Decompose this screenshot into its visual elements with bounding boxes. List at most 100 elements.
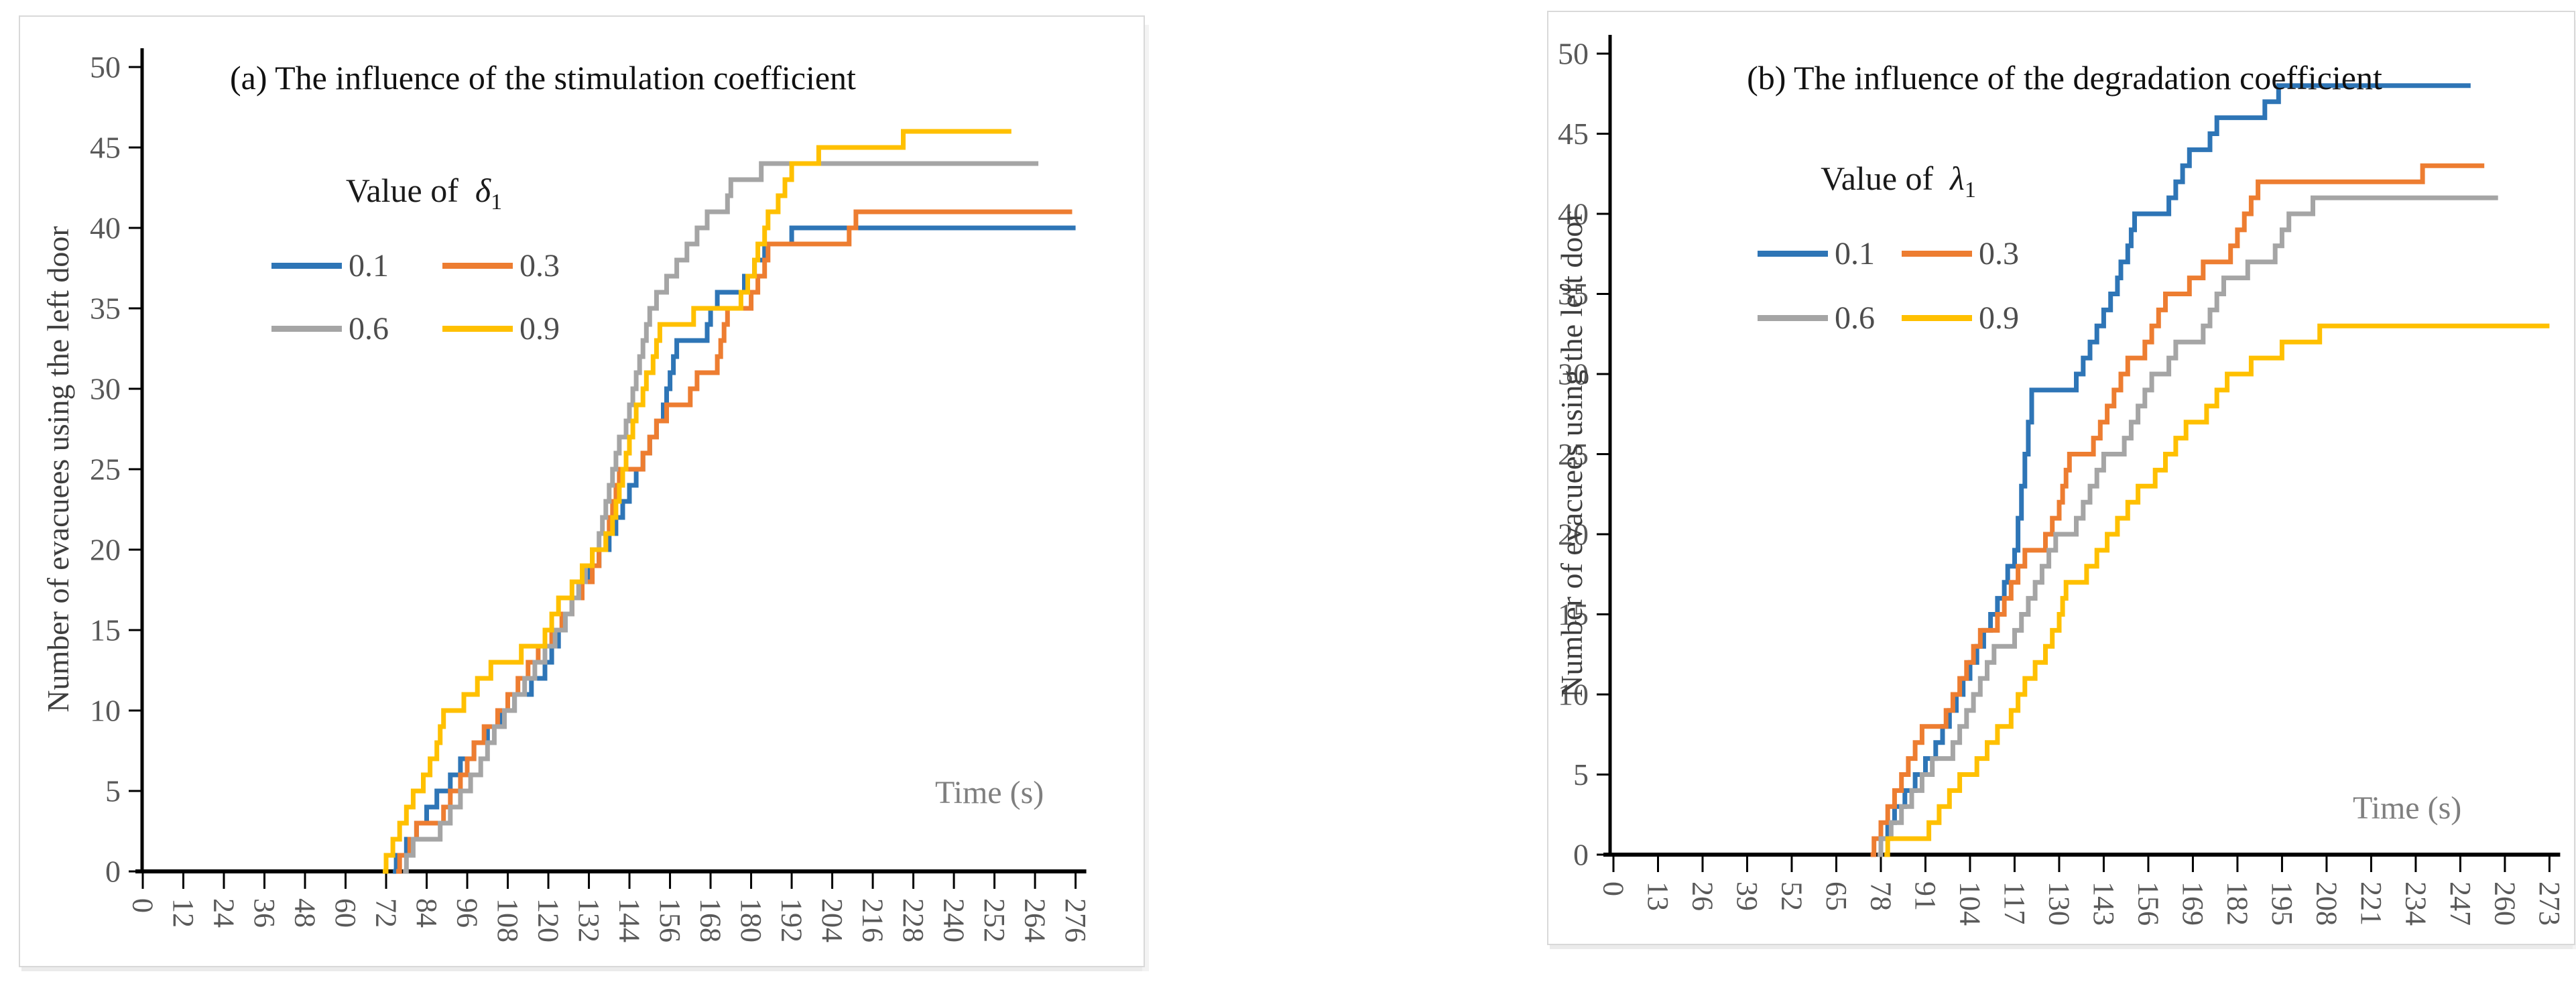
x-tick-label: 276 [1059, 898, 1092, 942]
y-tick-label: 45 [1558, 117, 1589, 151]
x-tick-label: 264 [1019, 898, 1052, 942]
x-tick-label: 234 [2399, 881, 2432, 926]
legend-label: 0.6 [349, 310, 389, 347]
legend-swatch-yellow [1902, 314, 1972, 321]
legend-item: 0.9 [1902, 300, 2039, 336]
x-tick-label: 52 [1775, 881, 1808, 911]
x-tick-label: 84 [410, 898, 443, 928]
legend-swatch-orange [442, 262, 513, 269]
x-tick-label: 204 [816, 898, 849, 942]
y-tick-label: 5 [1573, 757, 1589, 792]
y-tick-label: 35 [1558, 277, 1589, 311]
x-tick-label: 168 [694, 898, 727, 942]
legend-item: 0.6 [1758, 300, 1895, 336]
x-tick-label: 221 [2355, 881, 2388, 926]
x-tick-label: 39 [1731, 881, 1764, 911]
chart-title-a: (a) The influence of the stimulation coe… [230, 59, 856, 97]
y-tick-label: 15 [90, 613, 121, 648]
x-tick-label: 104 [1953, 881, 1986, 926]
y-tick-label: 25 [90, 452, 121, 487]
y-tick-label: 30 [1558, 357, 1589, 391]
x-axis-title-b: Time (s) [2353, 790, 2462, 826]
x-tick-label: 180 [735, 898, 768, 942]
legend-a: Value of δ1 0.1 0.3 0.6 0.9 [271, 171, 576, 347]
x-tick-label: 26 [1686, 881, 1719, 911]
legend-item: 0.3 [442, 247, 576, 284]
y-tick-label: 25 [1558, 437, 1589, 471]
legend-item: 0.6 [271, 310, 406, 347]
y-tick-label: 30 [90, 372, 121, 406]
x-tick-label: 132 [572, 898, 605, 942]
legend-item: 0.9 [442, 310, 576, 347]
legend-label: 0.1 [349, 247, 389, 284]
x-tick-label: 260 [2488, 881, 2521, 926]
x-tick-label: 144 [613, 898, 646, 942]
x-tick-label: 117 [1998, 881, 2031, 924]
y-axis-title-a: Number of evacuees using the left door [41, 226, 75, 713]
x-tick-label: 208 [2310, 881, 2343, 926]
x-tick-label: 216 [857, 898, 890, 942]
y-tick-label: 50 [90, 50, 121, 84]
legend-symbol-delta: δ [475, 172, 491, 209]
x-tick-label: 0 [1597, 881, 1630, 896]
x-tick-label: 96 [451, 898, 484, 928]
legend-b: Value of λ1 0.1 0.3 0.6 0.9 [1758, 159, 2039, 336]
y-tick-label: 45 [90, 131, 121, 165]
x-tick-label: 240 [938, 898, 971, 942]
plot-area-b: 0 13 26 39 52 65 78 91 104 117 130 143 156 169 182 195 2… [1558, 35, 2566, 926]
x-tick-label: 72 [370, 898, 403, 928]
y-tick-label: 50 [1558, 37, 1589, 71]
legend-swatch-orange [1902, 250, 1972, 257]
y-tick-label: 10 [1558, 678, 1589, 712]
x-tick-label: 13 [1642, 881, 1674, 911]
legend-title-prefix: Value of [1821, 160, 1934, 197]
plot-area-a: 0 12 24 36 48 60 72 84 96 108 120 132 144 156 168 180 19… [90, 48, 1092, 942]
legend-title-a: Value of δ1 [271, 171, 576, 215]
series-line-0.6 [403, 161, 1039, 874]
legend-title-prefix: Value of [345, 172, 458, 209]
y-tick-label: 35 [90, 292, 121, 326]
x-tick-label: 195 [2266, 881, 2298, 926]
x-tick-label: 91 [1909, 881, 1942, 911]
x-tick-label: 36 [248, 898, 281, 928]
series-line-0.3 [1870, 163, 2485, 857]
legend-label: 0.3 [1979, 235, 2019, 271]
chart-title-b: (b) The influence of the degradation coe… [1747, 59, 2382, 97]
legend-swatch-yellow [442, 325, 513, 332]
x-tick-label: 130 [2042, 881, 2075, 926]
x-tick-label: 60 [329, 898, 362, 928]
series-line-0.1 [1877, 83, 2471, 857]
legend-item: 0.3 [1902, 235, 2039, 271]
series-line-0.9 [1884, 323, 2550, 857]
x-tick-label: 65 [1820, 881, 1853, 911]
x-tick-label: 169 [2176, 881, 2209, 926]
x-tick-label: 247 [2444, 881, 2477, 926]
legend-items-a: 0.1 0.3 0.6 0.9 [271, 247, 576, 347]
y-tick-label: 10 [90, 694, 121, 728]
y-tick-label: 20 [1558, 517, 1589, 552]
y-tick-label: 0 [1573, 838, 1589, 872]
legend-title-b: Value of λ1 [1758, 159, 2039, 203]
y-tick-label: 0 [105, 855, 121, 889]
x-tick-label: 108 [491, 898, 524, 942]
x-tick-label: 156 [654, 898, 686, 942]
series-line-0.6 [1877, 195, 2498, 857]
legend-symbol-subscript: 1 [491, 190, 503, 214]
legend-label: 0.9 [519, 310, 560, 347]
chart-panel-a: 0 12 24 36 48 60 72 84 96 108 120 132 144 156 168 180 19… [19, 15, 1145, 967]
x-tick-label: 156 [2132, 881, 2164, 926]
legend-symbol-subscript: 1 [1964, 178, 1976, 202]
legend-swatch-blue [271, 262, 342, 269]
x-tick-label: 48 [289, 898, 322, 928]
x-tick-label: 273 [2533, 881, 2566, 926]
x-tick-label: 228 [897, 898, 930, 942]
x-tick-label: 143 [2087, 881, 2120, 926]
legend-item: 0.1 [1758, 236, 1895, 271]
legend-label: 0.9 [1979, 300, 2019, 336]
x-tick-label: 182 [2221, 881, 2254, 926]
legend-label: 0.3 [519, 247, 560, 284]
y-tick-label: 5 [105, 774, 121, 808]
y-tick-label: 40 [90, 211, 121, 245]
legend-items-b: 0.1 0.3 0.6 0.9 [1758, 235, 2039, 336]
